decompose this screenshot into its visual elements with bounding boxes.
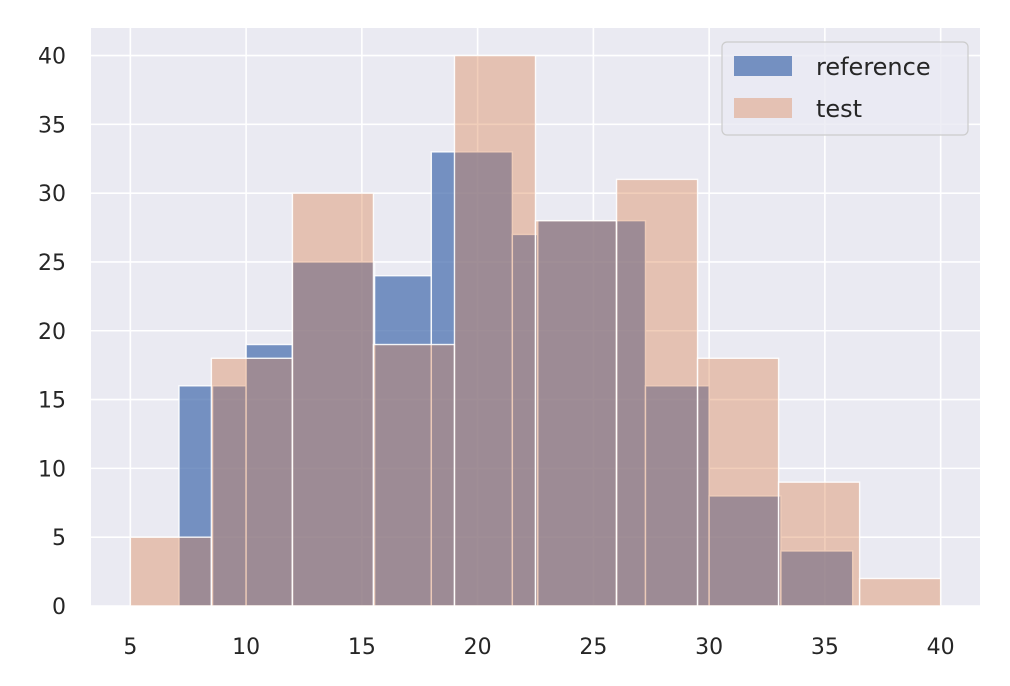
x-tick-label: 15 [348,635,376,660]
histogram-bar-reference [708,495,782,607]
y-tick-label: 30 [38,182,66,207]
x-tick-label: 30 [695,635,723,660]
histogram-bar-test [534,219,618,607]
legend: reference test [721,41,969,136]
y-axis-ticks: 0 5 10 15 20 25 30 35 40 [38,45,66,620]
y-tick-label: 5 [52,526,66,551]
histogram-bar-test [291,192,375,607]
histogram-bar-test [210,357,294,607]
histogram-bar-reference [211,385,247,607]
y-tick-label: 0 [52,595,66,620]
x-tick-label: 10 [232,635,260,660]
legend-swatch-reference [734,56,792,76]
histogram-bar-reference [430,151,514,607]
histogram-bar-test [615,178,699,607]
x-axis-ticks: 5 10 15 20 25 30 35 40 [123,635,954,660]
y-tick-label: 35 [38,113,66,138]
histogram-bar-test [777,481,861,607]
histogram-bar-reference [178,385,214,607]
legend-label-reference: reference [816,53,931,81]
y-tick-label: 40 [38,45,66,70]
x-tick-label: 40 [927,635,955,660]
x-tick-label: 35 [811,635,839,660]
legend-swatch-test [734,98,792,118]
series-test-bars [129,54,942,607]
x-tick-label: 20 [464,635,492,660]
histogram-bar-reference [537,219,618,607]
histogram-bar-reference [245,343,294,607]
x-tick-label: 5 [123,635,137,660]
histogram-bar-test [858,577,942,607]
legend-label-test: test [816,95,862,123]
histogram-bar-test [696,357,780,607]
x-tick-label: 25 [579,635,607,660]
y-tick-label: 20 [38,320,66,345]
series-reference-bars [178,151,854,607]
histogram-bar-reference [644,385,710,607]
histogram-bar-test [129,536,213,607]
y-tick-label: 25 [38,251,66,276]
histogram-bar-test [372,343,456,607]
y-tick-label: 10 [38,457,66,482]
histogram-bar-test [453,54,537,607]
y-tick-label: 15 [38,389,66,414]
histogram-bar-reference [780,550,854,607]
